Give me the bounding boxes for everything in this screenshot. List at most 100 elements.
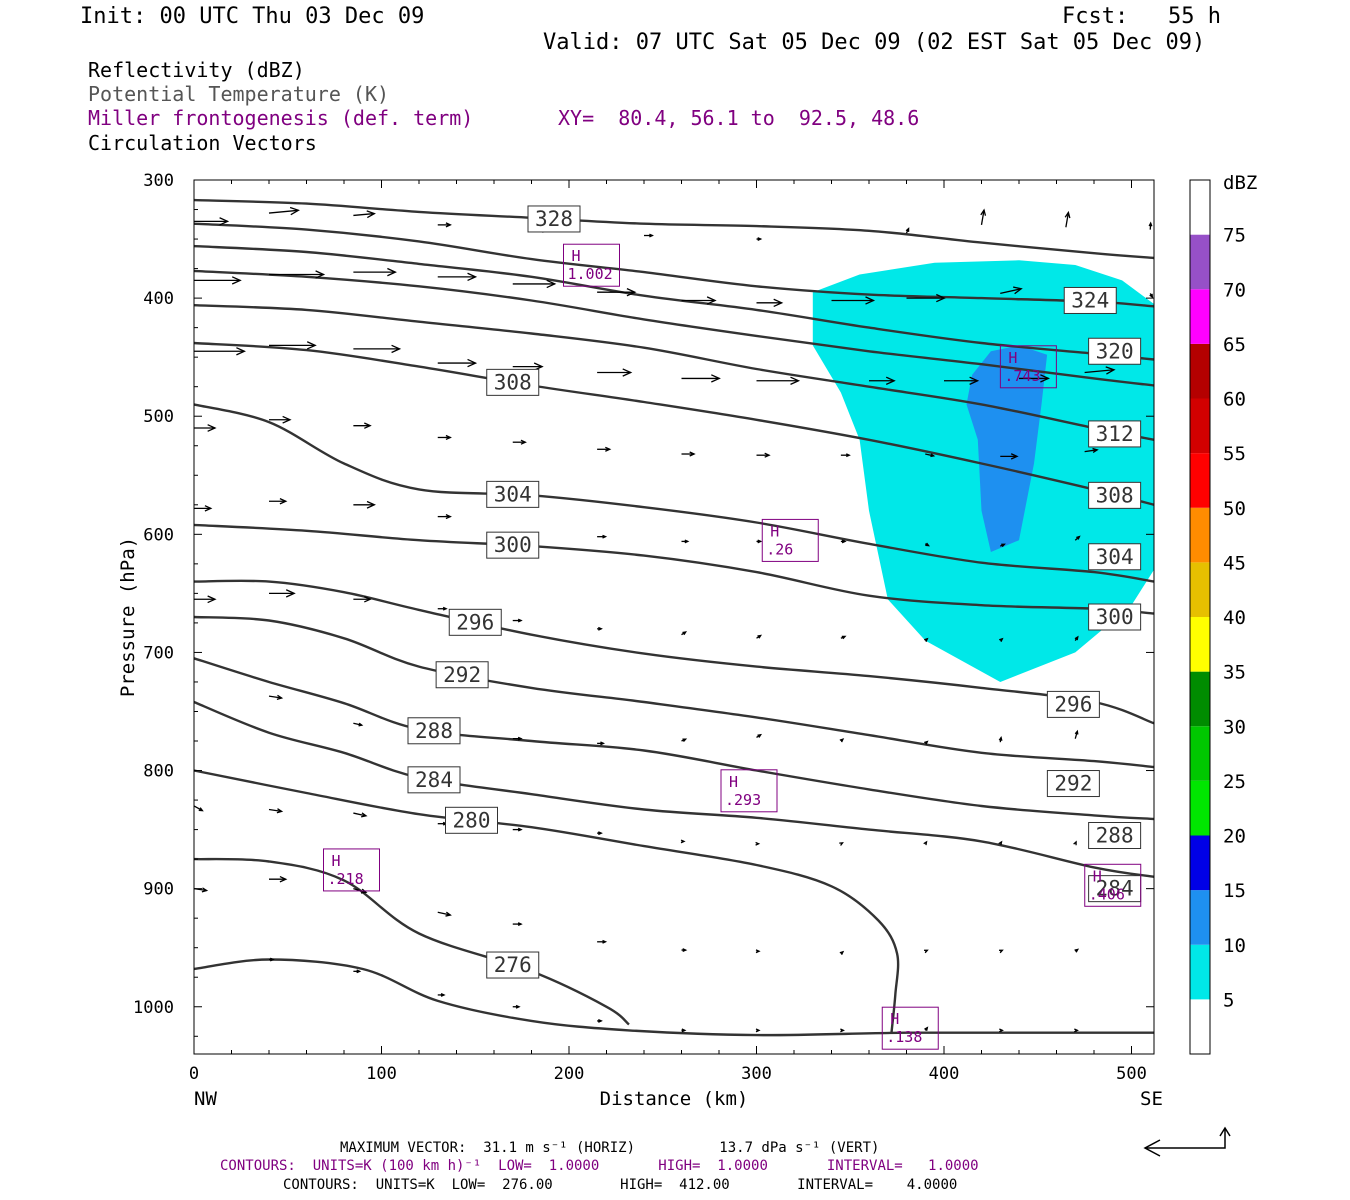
vector-head	[1074, 729, 1079, 735]
vector-head	[1076, 535, 1081, 540]
circulation-vector	[353, 596, 372, 603]
colorbar-tick-label: 70	[1223, 279, 1246, 301]
vector-head	[445, 222, 452, 228]
vector-head	[764, 452, 771, 458]
vector-head	[276, 694, 284, 700]
circulation-vector	[923, 840, 928, 846]
vector-head	[515, 1004, 521, 1009]
theta-label-text: 308	[1096, 483, 1134, 507]
circulation-vector	[1064, 210, 1071, 228]
vector-head	[598, 831, 603, 836]
vector-head	[306, 341, 317, 350]
theta-contour-292	[193, 615, 1155, 769]
vector-head	[711, 374, 721, 383]
miller-max-label: H.138	[881, 1006, 939, 1050]
vector-head	[445, 514, 452, 520]
circulation-vector	[353, 812, 368, 818]
vector-head	[930, 453, 936, 458]
circulation-vector	[1148, 221, 1153, 230]
theta-contour-304	[193, 403, 1155, 583]
circulation-vector	[756, 733, 763, 739]
vector-head	[387, 267, 397, 277]
circulation-vector	[944, 376, 980, 385]
miller-max-letter: H	[770, 522, 779, 540]
vector-head	[360, 812, 368, 818]
vector-head	[520, 439, 527, 445]
vector-head	[839, 950, 845, 956]
vector-head	[1001, 543, 1006, 548]
colorbar-segment-50	[1190, 453, 1210, 508]
theta-contour-300	[193, 523, 1155, 615]
circulation-vector	[840, 1028, 845, 1033]
vector-shaft	[353, 812, 367, 817]
circulation-vector	[269, 498, 288, 505]
colorbar-tick-label: 10	[1223, 935, 1246, 957]
theta-label-text: 284	[1096, 877, 1134, 901]
vector-shaft	[1065, 212, 1070, 228]
circulation-vector	[681, 948, 688, 953]
vector-head	[1074, 635, 1079, 641]
vector-head	[198, 807, 204, 812]
vector-head	[865, 296, 876, 305]
theta-label-320: 320	[1088, 337, 1142, 365]
theta-label-text: 312	[1096, 422, 1134, 446]
x-tick-label: 100	[366, 1064, 397, 1084]
theta-label-box	[486, 480, 540, 508]
theta-label-296: 296	[448, 608, 502, 636]
vector-head	[546, 279, 557, 289]
circulation-vector	[680, 839, 686, 844]
circulation-vector	[681, 631, 688, 636]
contour-label-layer: 3283083043002962922882842802763243203123…	[407, 205, 1142, 979]
circulation-vector	[1000, 453, 1019, 460]
theta-label-312: 312	[1088, 420, 1142, 448]
vector-head	[315, 270, 326, 279]
circulation-vector	[437, 606, 448, 611]
circulation-vector	[353, 500, 376, 509]
vector-head	[360, 888, 368, 894]
vector-head	[773, 298, 784, 308]
theta-label-box	[448, 608, 502, 636]
theta-contour-288	[193, 657, 1155, 821]
colorbar-segment-45	[1190, 507, 1210, 563]
vector-head	[682, 948, 688, 953]
theta-label-288: 288	[407, 717, 461, 745]
theta-contour-324	[193, 222, 1155, 308]
theta-contour-layer	[193, 198, 1155, 1037]
theta-label-280: 280	[445, 806, 498, 834]
legend-miller: Miller frontogenesis (def. term)	[88, 106, 474, 130]
x-tick-label: 300	[741, 1064, 772, 1084]
theta-label-text: 296	[456, 610, 494, 634]
circulation-vector	[512, 279, 557, 289]
vector-head	[1040, 374, 1050, 383]
vector-head	[517, 827, 523, 832]
miller-max-label: H.743	[999, 345, 1057, 389]
circulation-vector	[831, 296, 876, 305]
circulation-vector	[1084, 447, 1099, 453]
theta-label-box	[486, 368, 540, 396]
forecast-hour: Fcst: 55 h	[1062, 4, 1221, 29]
circulation-vector	[269, 875, 288, 883]
vector-head	[755, 841, 761, 846]
vector-head	[391, 344, 402, 354]
circulation-vector	[839, 738, 845, 743]
vector-head	[598, 626, 603, 631]
colorbar-segment-60	[1190, 343, 1210, 399]
vector-head	[1073, 840, 1077, 846]
x-end-left-label: NW	[194, 1088, 217, 1110]
miller-max-box	[323, 848, 380, 892]
circulation-vector	[681, 539, 690, 544]
circulation-vector	[924, 637, 929, 643]
circulation-vector	[681, 451, 696, 457]
theta-label-box	[1088, 603, 1142, 631]
theta-label-text: 328	[535, 207, 573, 231]
circulation-vector	[268, 808, 284, 814]
colorbar-tick-label: 45	[1223, 552, 1246, 574]
y-tick-label: 800	[143, 762, 174, 782]
legend-theta: Potential Temperature (K)	[88, 82, 390, 106]
vector-head	[598, 1018, 603, 1023]
miller-max-label: H.406	[1084, 863, 1142, 907]
circulation-vector	[512, 922, 523, 927]
vector-head	[201, 887, 209, 893]
vector-head	[1149, 293, 1154, 299]
